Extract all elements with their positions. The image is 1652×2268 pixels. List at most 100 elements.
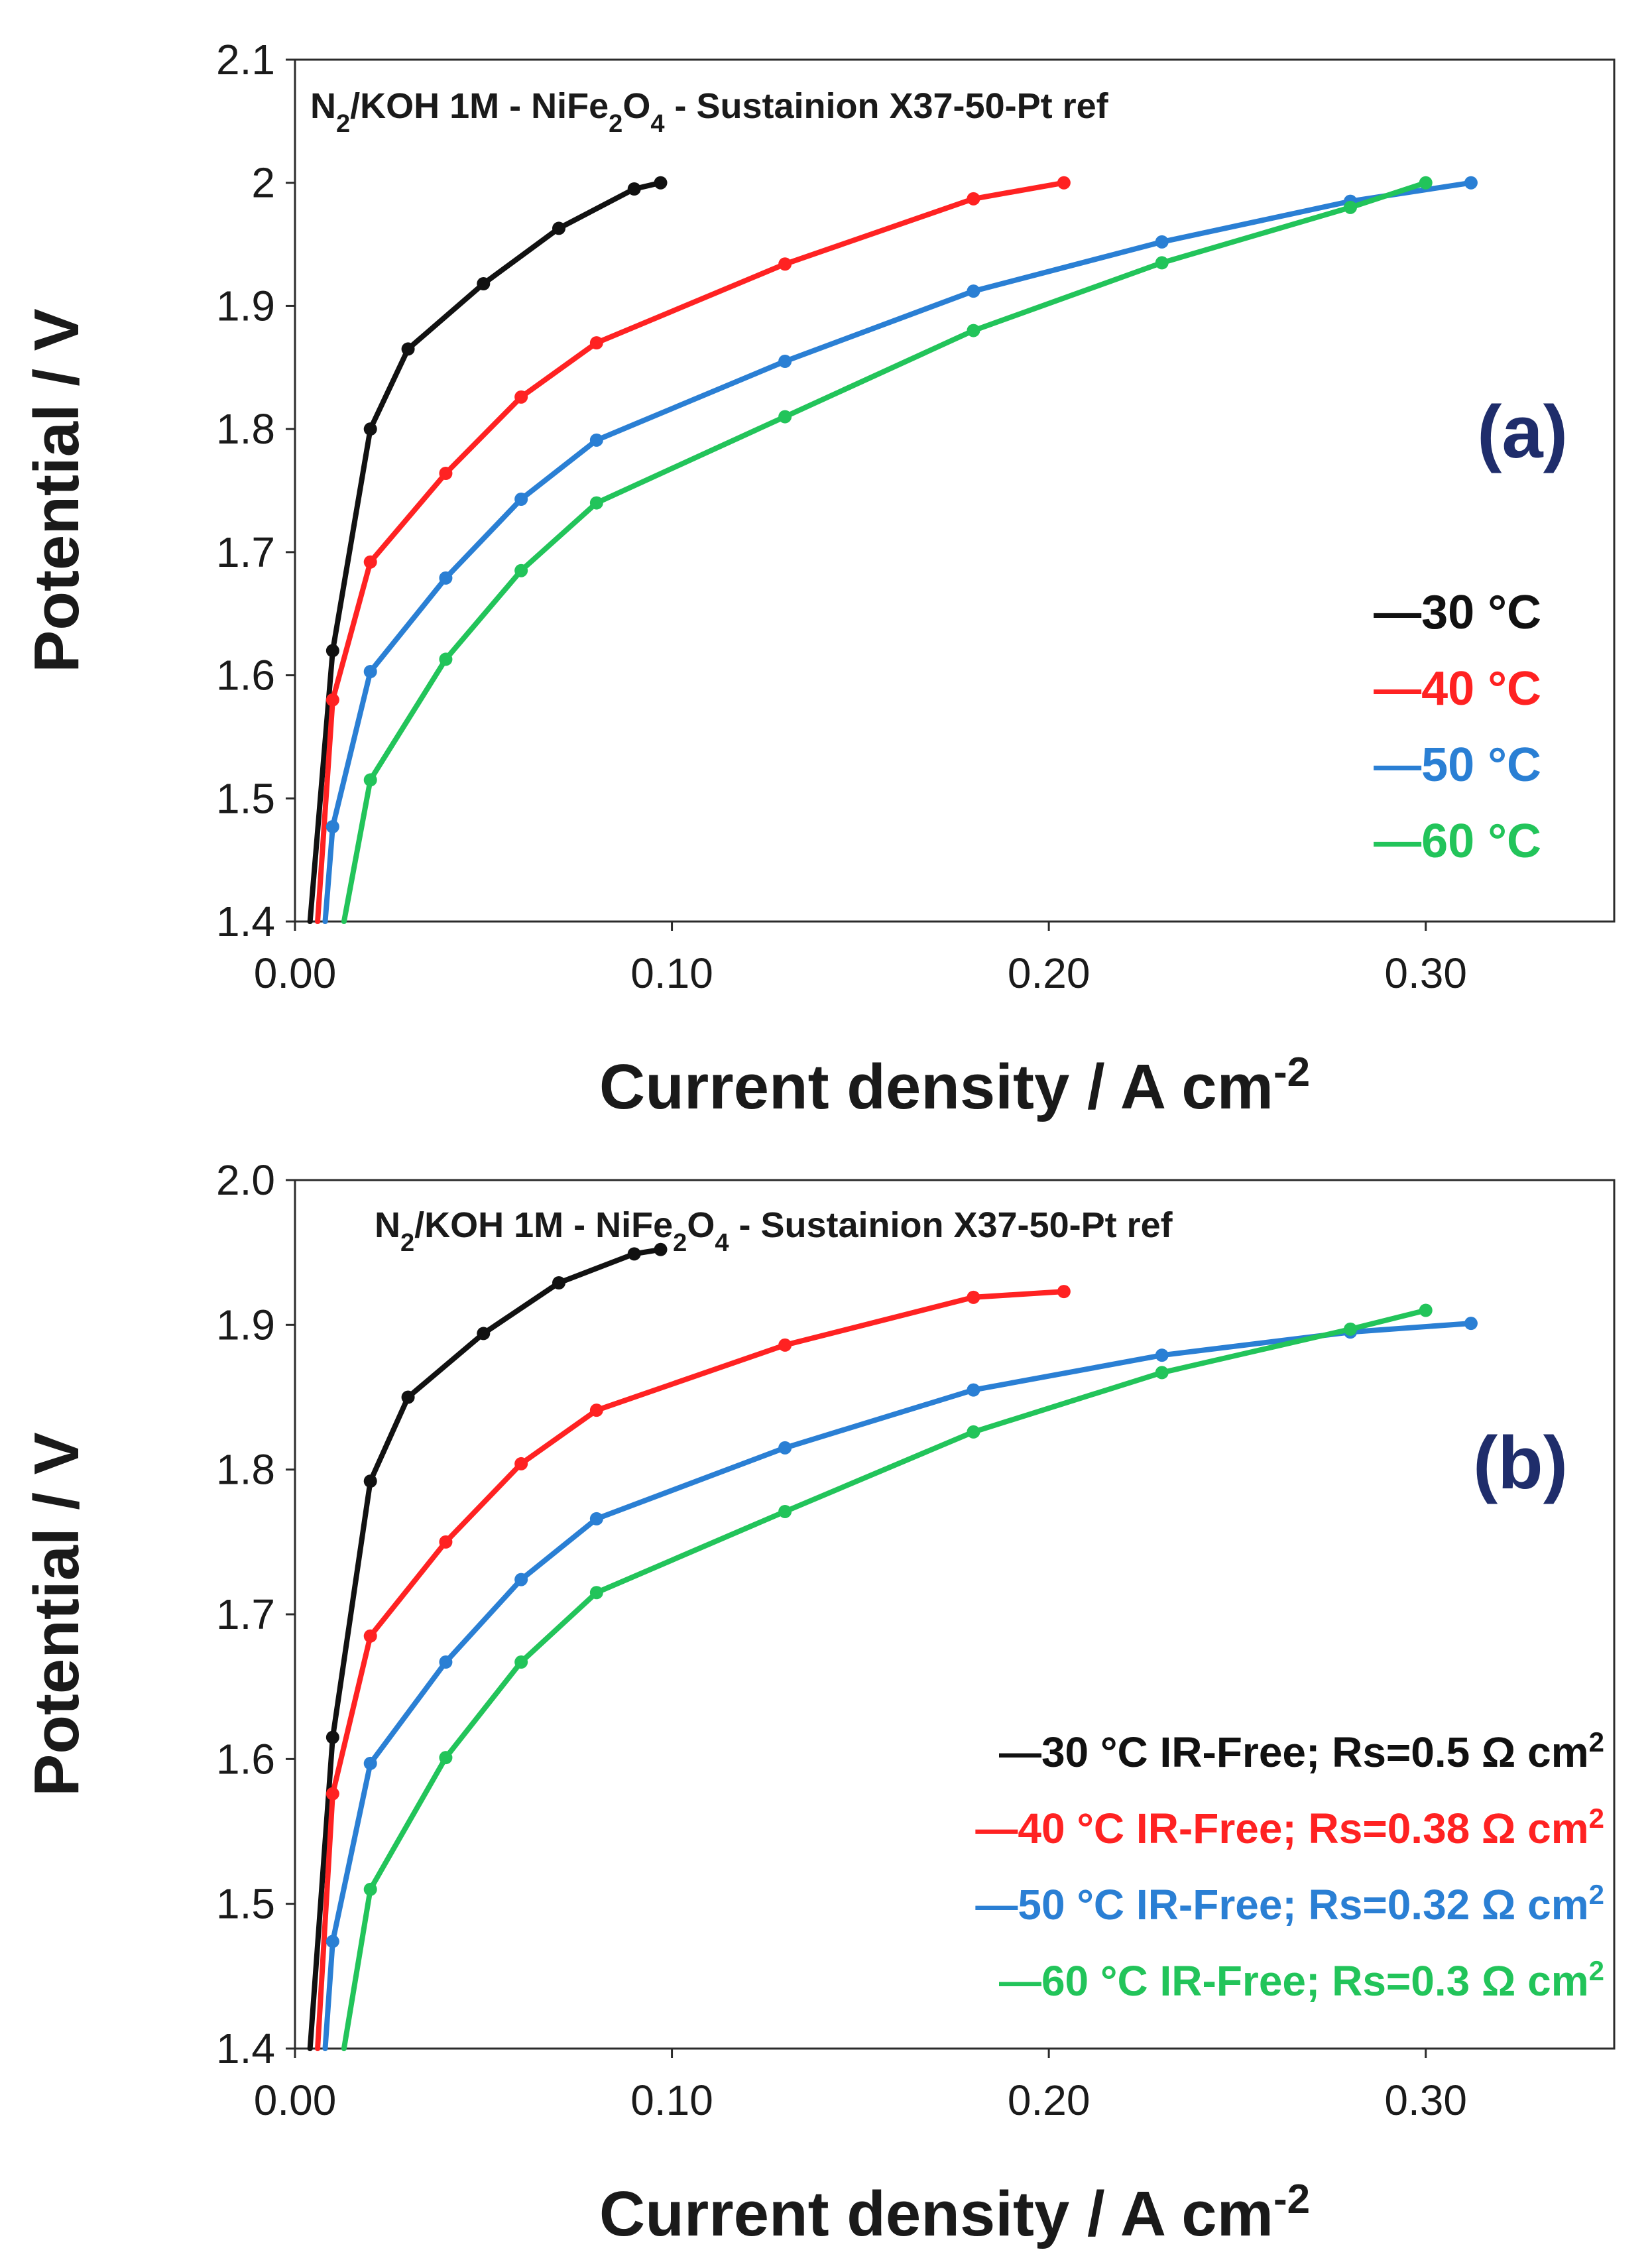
data-point: [967, 1290, 980, 1304]
legend-entry: —50 °C: [1374, 739, 1541, 792]
y-tick-label: 2.1: [216, 36, 275, 84]
series-2: [315, 176, 1071, 924]
data-point: [439, 467, 453, 480]
x-tick-label: 0.20: [1008, 2076, 1091, 2124]
data-point: [589, 1512, 603, 1525]
legend-entry: —60 °C: [1374, 815, 1541, 868]
data-point: [778, 1338, 792, 1352]
y-tick-label: 2.0: [216, 1156, 275, 1204]
data-point: [1155, 1366, 1169, 1380]
data-point: [363, 1474, 377, 1488]
data-point: [477, 1327, 491, 1341]
data-point: [1419, 1303, 1433, 1317]
series-line: [341, 1307, 1429, 2051]
y-tick-label: 1.7: [216, 1590, 275, 1638]
chart-panel-b: 1.4 1.5 1.6 1.7 1.8 1.9 2.0 0.00 0.10 0.20 0.30 Cur…: [21, 1156, 1616, 2250]
y-tick-label: 1.5: [216, 774, 275, 822]
x-tick-label: 0.10: [630, 2076, 713, 2124]
panel-label: (b): [1473, 1421, 1568, 1504]
y-tick-label: 1.9: [216, 1301, 275, 1348]
plot-title: N2/KOH 1M - NiFe2O4 - Sustainion X37-50-…: [375, 1205, 1173, 1257]
data-point: [363, 1629, 377, 1643]
data-point: [514, 390, 528, 404]
data-point: [363, 422, 377, 436]
data-point: [654, 1242, 668, 1256]
data-point: [1344, 200, 1357, 214]
data-point: [778, 257, 792, 271]
data-point: [514, 1655, 528, 1669]
data-point: [967, 1383, 980, 1397]
data-point: [967, 1425, 980, 1439]
y-tick-label: 1.9: [216, 282, 275, 329]
data-point: [325, 644, 339, 658]
data-point: [778, 410, 792, 424]
data-point: [363, 665, 377, 678]
data-point: [325, 1935, 339, 1948]
data-point: [439, 652, 453, 666]
x-tick-label: 0.30: [1384, 949, 1467, 997]
data-point: [325, 693, 339, 707]
data-point: [514, 1457, 528, 1470]
y-tick-label: 1.6: [216, 652, 275, 699]
x-axis-title: Current density / A cm-2: [599, 1049, 1310, 1123]
legend-entry: —30 °C IR-Free; Rs=0.5 Ω cm2: [999, 1726, 1604, 1777]
data-point: [514, 1573, 528, 1586]
data-point: [589, 433, 603, 447]
y-tick-label: 1.5: [216, 1880, 275, 1928]
data-point: [589, 1586, 603, 1600]
data-point: [439, 1655, 453, 1669]
data-point: [1057, 1285, 1071, 1299]
series-4: [341, 176, 1433, 924]
data-point: [1464, 176, 1478, 190]
data-point: [401, 342, 415, 356]
legend-entry: —40 °C: [1374, 662, 1541, 715]
data-point: [778, 355, 792, 368]
series-line: [322, 180, 1474, 924]
data-point: [627, 182, 641, 196]
legend-entry: —30 °C: [1374, 586, 1541, 639]
chart-panel-a: 1.4 1.5 1.6 1.7 1.8 1.9 2 2.1 0.00 0.10 0.20 0.30 Cu…: [21, 36, 1616, 1123]
data-point: [967, 324, 980, 337]
data-point: [1155, 256, 1169, 270]
data-point: [552, 221, 565, 235]
legend-entry: —60 °C IR-Free; Rs=0.3 Ω cm2: [999, 1955, 1604, 2005]
y-tick-label: 1.7: [216, 528, 275, 576]
data-point: [363, 555, 377, 569]
y-tick-label: 1.6: [216, 1735, 275, 1783]
y-axis-title: Potential / V: [21, 308, 92, 672]
series-3: [322, 1317, 1478, 2051]
data-point: [967, 284, 980, 298]
x-tick-label: 0.20: [1008, 949, 1091, 997]
data-point: [325, 1787, 339, 1801]
y-axis-title: Potential / V: [21, 1432, 92, 1796]
series-line: [322, 1321, 1474, 2051]
data-point: [778, 1504, 792, 1518]
plot-title: N2/KOH 1M - NiFe2O4 - Sustainion X37-50-…: [310, 86, 1109, 138]
series-line: [341, 180, 1429, 924]
data-point: [439, 1535, 453, 1549]
x-tick-label: 0.30: [1384, 2076, 1467, 2124]
data-point: [325, 820, 339, 833]
legend-entry: —40 °C IR-Free; Rs=0.38 Ω cm2: [975, 1803, 1604, 1853]
data-point: [401, 1390, 415, 1404]
series-4: [341, 1303, 1433, 2051]
data-point: [589, 1403, 603, 1417]
data-point: [1419, 176, 1433, 190]
data-point: [1057, 176, 1071, 190]
y-tick-label: 1.4: [216, 2025, 275, 2072]
data-point: [363, 1756, 377, 1770]
data-point: [477, 277, 491, 290]
data-point: [1155, 235, 1169, 249]
series-line: [307, 1246, 664, 2051]
data-point: [363, 773, 377, 787]
series-line: [307, 180, 664, 924]
data-point: [439, 1751, 453, 1765]
legend-entry: —50 °C IR-Free; Rs=0.32 Ω cm2: [975, 1879, 1604, 1929]
data-point: [514, 564, 528, 577]
data-point: [778, 1441, 792, 1455]
panel-label: (a): [1477, 390, 1568, 473]
data-point: [1344, 1322, 1357, 1336]
x-axis-title: Current density / A cm-2: [599, 2177, 1310, 2250]
x-tick-label: 0.00: [254, 949, 337, 997]
